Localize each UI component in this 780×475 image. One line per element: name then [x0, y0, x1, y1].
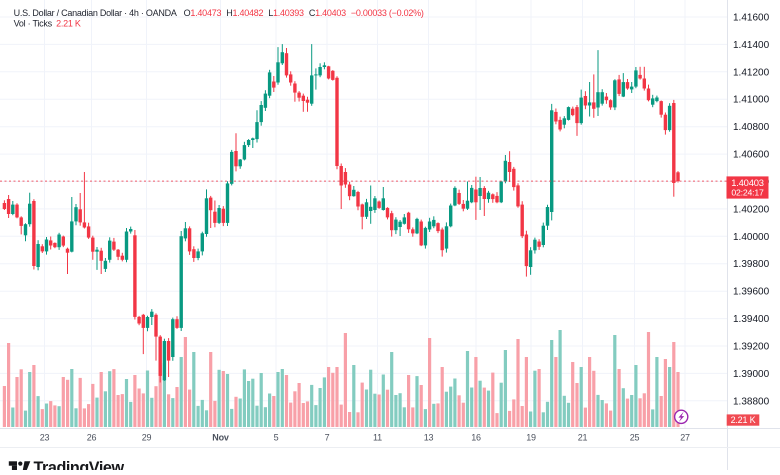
svg-text:29: 29 [142, 432, 152, 442]
svg-text:1.40200: 1.40200 [733, 204, 770, 215]
svg-text:1.41000: 1.41000 [733, 95, 770, 106]
svg-text:1.40000: 1.40000 [733, 232, 770, 243]
svg-text:1.41200: 1.41200 [733, 67, 770, 78]
svg-text:1.41600: 1.41600 [733, 13, 770, 24]
svg-text:1.39200: 1.39200 [733, 342, 770, 353]
svg-text:1.40600: 1.40600 [733, 150, 770, 161]
svg-text:1.41400: 1.41400 [733, 40, 770, 51]
svg-text:1.40403: 1.40403 [731, 177, 764, 188]
svg-text:02:24:17: 02:24:17 [731, 188, 764, 198]
svg-text:16: 16 [471, 432, 481, 442]
svg-text:25: 25 [630, 432, 640, 442]
svg-text:11: 11 [373, 432, 382, 442]
svg-text:7: 7 [325, 432, 330, 442]
svg-text:23: 23 [40, 432, 50, 442]
svg-text:1.38800: 1.38800 [733, 396, 770, 407]
svg-text:13: 13 [424, 432, 434, 442]
svg-text:5: 5 [274, 432, 279, 442]
svg-text:19: 19 [526, 432, 536, 442]
svg-text:1.39800: 1.39800 [733, 259, 770, 270]
svg-text:21: 21 [578, 432, 588, 442]
svg-text:TradingView: TradingView [34, 459, 125, 470]
svg-text:27: 27 [680, 432, 690, 442]
svg-text:1.40800: 1.40800 [733, 122, 770, 133]
svg-text:Vol · Ticks 2.21 K: Vol · Ticks 2.21 K [14, 19, 81, 29]
svg-text:Nov: Nov [212, 432, 229, 442]
svg-text:U.S. Dollar / Canadian Dollar: U.S. Dollar / Canadian Dollar · 4h · OAN… [14, 8, 424, 18]
svg-text:2.21 K: 2.21 K [731, 415, 756, 425]
svg-text:1.39400: 1.39400 [733, 314, 770, 325]
svg-text:1.39600: 1.39600 [733, 287, 770, 298]
svg-text:26: 26 [87, 432, 97, 442]
svg-text:1.39000: 1.39000 [733, 369, 770, 380]
